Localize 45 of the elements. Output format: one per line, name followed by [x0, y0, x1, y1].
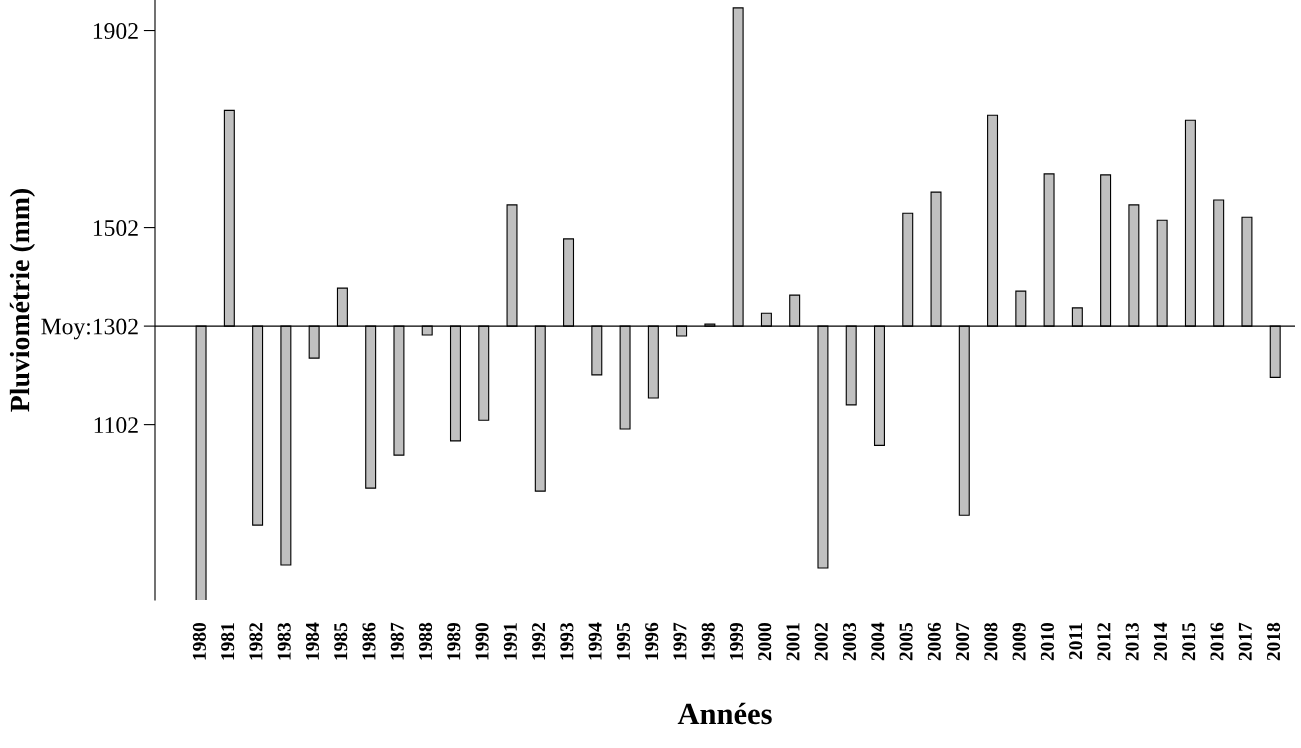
x-tick-label: 2000 [758, 622, 772, 661]
x-tick-label: 2017 [1238, 622, 1252, 661]
x-tick-label: 2002 [814, 623, 828, 661]
x-tick-label: 1988 [418, 622, 433, 660]
x-tick-label: 1998 [701, 622, 715, 660]
x-tick-label: 1994 [588, 622, 602, 660]
x-tick-label: 1987 [390, 622, 404, 660]
x-tick-label: 2003 [842, 622, 857, 661]
x-tick-label: 1993 [560, 622, 574, 660]
x-tick-label: 1999 [729, 622, 744, 660]
y-tick-label: Moy:1302 [41, 318, 138, 340]
x-tick-label: 2018 [1266, 622, 1281, 661]
x-tick-label: 1986 [362, 622, 376, 660]
x-tick-label: 1989 [447, 622, 461, 660]
x-tick-label: 2012 [1097, 623, 1111, 661]
x-tick-label: 1980 [192, 622, 206, 660]
x-tick-label: 2008 [984, 622, 998, 661]
x-tick-label: 1985 [334, 622, 348, 660]
y-tick-label: 1902 [93, 23, 138, 39]
x-tick-label: 2004 [871, 622, 885, 661]
x-tick-label: 2011 [1069, 623, 1083, 660]
x-tick-label: 1997 [673, 622, 687, 660]
x-tick-label: 2005 [899, 622, 913, 661]
y-tick-label: 1502 [93, 220, 138, 237]
x-tick-label: 1983 [277, 622, 291, 660]
x-tick-label: 1991 [503, 623, 517, 660]
y-tick-label: 1102 [94, 417, 138, 434]
x-tick-label: 2007 [956, 622, 970, 661]
x-tick-label: 2001 [786, 623, 800, 661]
x-tick-label: 1981 [221, 623, 235, 660]
x-tick-label: 2010 [1040, 622, 1054, 661]
x-tick-label: 1984 [305, 622, 320, 660]
x-tick-label: 1982 [249, 623, 263, 660]
y-axis-title: Pluviométrie (mm) [9, 188, 35, 412]
x-tick-label: 2006 [927, 622, 941, 661]
x-tick-label: 1996 [645, 622, 659, 660]
x-tick-label: 2016 [1210, 622, 1224, 661]
x-tick-label: 1995 [616, 622, 630, 660]
x-tick-label: 2013 [1125, 622, 1139, 661]
x-tick-label: 2015 [1182, 622, 1196, 661]
x-tick-label: 2009 [1012, 622, 1026, 661]
x-tick-label: 2014 [1153, 622, 1168, 661]
x-axis-title: Années [677, 702, 772, 725]
x-tick-label: 1990 [475, 622, 489, 660]
x-tick-label: 1992 [532, 623, 546, 660]
